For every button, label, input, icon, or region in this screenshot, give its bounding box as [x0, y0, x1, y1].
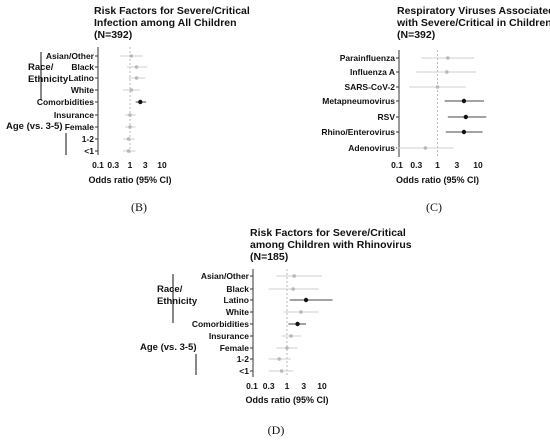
panel-label: (C)	[426, 200, 442, 214]
chart-title-line: Infection among All Children	[94, 17, 237, 29]
x-tick-label: 1	[285, 381, 290, 391]
x-tick-label: 1	[435, 160, 440, 170]
group-label: Race/	[157, 284, 183, 295]
category-label: Influenza A	[350, 67, 395, 77]
chart-title-line: among Children with Rhinovirus	[250, 239, 412, 251]
chart-title-line: with Severe/Critical in Children	[396, 17, 550, 29]
x-tick-label: 3	[301, 381, 306, 391]
panel-label: (D)	[268, 423, 285, 437]
x-axis-label: Odds ratio (95% CI)	[396, 175, 479, 185]
estimate-point	[134, 76, 139, 80]
estimate-point	[461, 129, 467, 135]
x-tick-label: 1	[128, 160, 133, 170]
x-tick-label: 0.1	[391, 160, 403, 170]
x-tick-label: 10	[157, 160, 167, 170]
category-label: Comorbidities	[192, 319, 249, 329]
category-label: Insurance	[54, 110, 94, 120]
estimate-point	[423, 146, 428, 150]
category-label: Female	[65, 122, 95, 132]
estimate-point	[292, 274, 296, 278]
estimate-point	[285, 346, 289, 350]
estimate-point	[134, 65, 139, 69]
x-tick-label: 0.3	[410, 160, 422, 170]
estimate-point	[129, 88, 134, 92]
estimate-point	[126, 137, 131, 141]
category-label: Black	[71, 62, 94, 72]
category-label: 1-2	[82, 134, 95, 144]
chart-title-line: (N=392)	[94, 29, 132, 41]
category-label: Asian/Other	[201, 271, 250, 281]
estimate-point	[126, 149, 131, 153]
estimate-point	[299, 310, 303, 314]
category-label: Female	[220, 343, 250, 353]
chart-title-line: Risk Factors for Severe/Critical	[94, 5, 250, 17]
estimate-point	[463, 114, 469, 120]
x-tick-label: 10	[317, 381, 327, 391]
category-label: White	[71, 85, 94, 95]
estimate-point	[128, 125, 132, 129]
x-tick-label: 0.3	[263, 381, 275, 391]
x-tick-label: 3	[454, 160, 459, 170]
category-label: <1	[239, 366, 249, 376]
estimate-point	[291, 287, 295, 291]
group-label: Age (vs. 3-5)	[6, 121, 63, 132]
group-label: Ethnicity	[28, 74, 69, 85]
x-tick-label: 0.1	[246, 381, 258, 391]
category-label: Black	[226, 284, 249, 294]
estimate-point	[289, 334, 293, 338]
category-label: Parainfluenza	[340, 53, 396, 63]
chart-title-line: Respiratory Viruses Associated	[397, 5, 550, 17]
group-label: Age (vs. 3-5)	[140, 342, 197, 353]
estimate-point	[295, 321, 300, 327]
estimate-point	[128, 113, 132, 117]
category-label: Insurance	[209, 331, 249, 341]
category-label: SARS-CoV-2	[344, 82, 395, 92]
category-label: Metapneumovirus	[322, 96, 395, 106]
x-axis-label: Odds ratio (95% CI)	[245, 395, 328, 405]
chart-title-line: (N=392)	[397, 29, 435, 41]
estimate-point	[461, 98, 467, 104]
x-tick-label: 0.3	[107, 160, 119, 170]
x-tick-label: 10	[473, 160, 483, 170]
category-label: RSV	[378, 112, 396, 122]
estimate-point	[279, 369, 284, 373]
estimate-point	[277, 357, 282, 361]
category-label: Asian/Other	[46, 51, 95, 61]
category-label: Comorbidities	[37, 97, 94, 107]
chart-panel-b: Risk Factors for Severe/CriticalInfectio…	[6, 5, 250, 214]
estimate-point	[129, 54, 134, 58]
chart-title-line: (N=185)	[250, 251, 288, 263]
group-label: Ethnicity	[157, 296, 198, 307]
x-tick-label: 3	[143, 160, 148, 170]
chart-title-line: Risk Factors for Severe/Critical	[250, 227, 406, 239]
category-label: Latino	[224, 295, 250, 305]
category-label: <1	[84, 146, 94, 156]
category-label: Adenovirus	[348, 143, 395, 153]
category-label: Latino	[69, 73, 95, 83]
category-label: 1-2	[237, 354, 250, 364]
estimate-point	[446, 56, 450, 60]
x-tick-label: 0.1	[92, 160, 104, 170]
estimate-point	[435, 85, 440, 89]
category-label: Rhino/Enterovirus	[321, 127, 395, 137]
estimate-point	[445, 70, 449, 74]
estimate-point	[138, 99, 143, 105]
category-label: White	[226, 307, 249, 317]
panel-label: (B)	[131, 200, 147, 214]
estimate-point	[303, 297, 309, 303]
x-axis-label: Odds ratio (95% CI)	[88, 175, 171, 185]
